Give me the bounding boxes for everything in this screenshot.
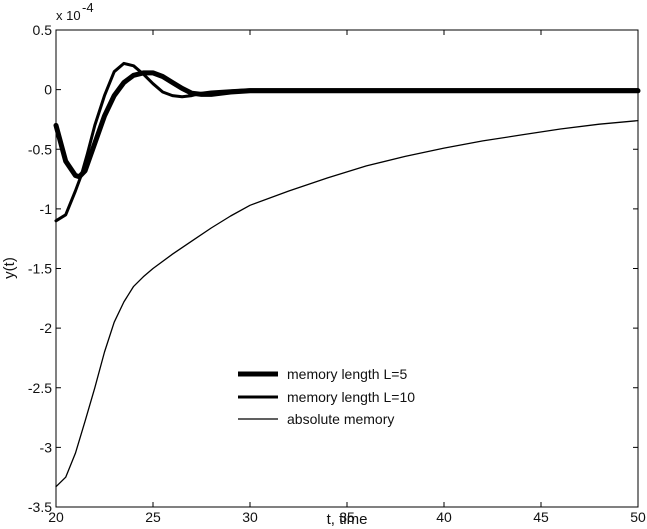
x-tick-label: 50 [630,509,646,525]
y-multiplier-label: x 10 [56,8,81,23]
y-tick-label: -3.5 [28,499,52,515]
x-axis-label: t, time [327,511,368,528]
legend-label-absolute: absolute memory [287,411,394,427]
series-layer [53,61,641,488]
x-tick-label: 45 [533,509,549,525]
y-tick-label: 0.5 [33,22,53,38]
y-tick-label: -0.5 [28,141,52,157]
y-tick-label: -2 [40,320,53,336]
y-axis-label: y(t) [1,257,18,279]
plot-frame [55,29,639,508]
x-tick-label: 20 [48,509,64,525]
y-tick-label: -3 [40,439,53,455]
y-tick-label: 0 [44,82,52,98]
x-tick-label: 35 [339,509,355,525]
y-tick-label: -1 [40,201,53,217]
x-tick-label: 40 [436,509,452,525]
ticks-layer: 20 25 30 35 40 45 50 0.5 0 -0.5 -1 -1.5 -2 -2.5 -3 -3.5 [28,22,646,525]
series-line-2 [54,61,640,223]
series-line-3 [55,119,639,488]
legend-label-l5: memory length L=5 [287,366,407,382]
legend: memory length L=5 memory length L=10 abs… [238,366,415,427]
y-tick-label: -2.5 [28,380,52,396]
y-multiplier-exponent: -4 [82,0,94,15]
y-tick-label: -1.5 [28,261,52,277]
legend-label-l10: memory length L=10 [287,389,415,405]
x-tick-label: 30 [242,509,258,525]
x-tick-label: 25 [145,509,161,525]
